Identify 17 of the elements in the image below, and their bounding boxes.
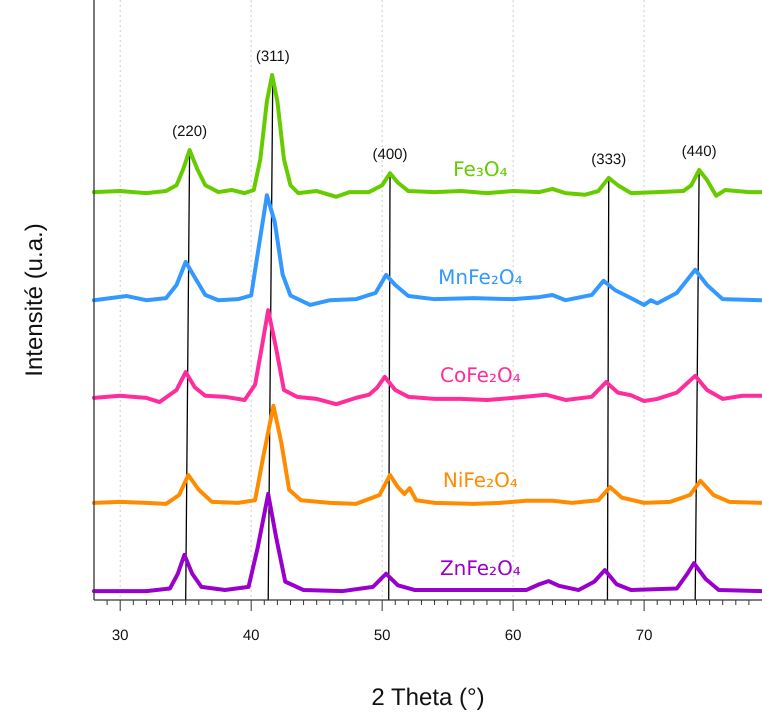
series-label: MnFe₂O₄	[438, 265, 523, 290]
x-axis-title: 2 Theta (°)	[371, 684, 485, 711]
y-axis-title: Intensité (u.a.)	[21, 223, 48, 377]
annotation: (311)	[256, 48, 290, 65]
annotation: (333)	[591, 150, 626, 168]
x-tick-label: 70	[636, 627, 652, 644]
annotation: (440)	[682, 143, 717, 160]
x-tick-label: 30	[112, 627, 129, 644]
series-label: CoFe₂O₄	[440, 362, 521, 387]
series-label: ZnFe₂O₄	[440, 556, 521, 580]
x-tick-label: 40	[242, 627, 260, 644]
x-tick-label: 50	[374, 627, 390, 644]
series-label: Fe₃O₄	[453, 157, 508, 182]
series-label: NiFe₂O₄	[442, 468, 518, 492]
annotation: (220)	[172, 123, 208, 140]
x-tick-label: 60	[504, 627, 522, 644]
annotation: (400)	[372, 146, 408, 164]
